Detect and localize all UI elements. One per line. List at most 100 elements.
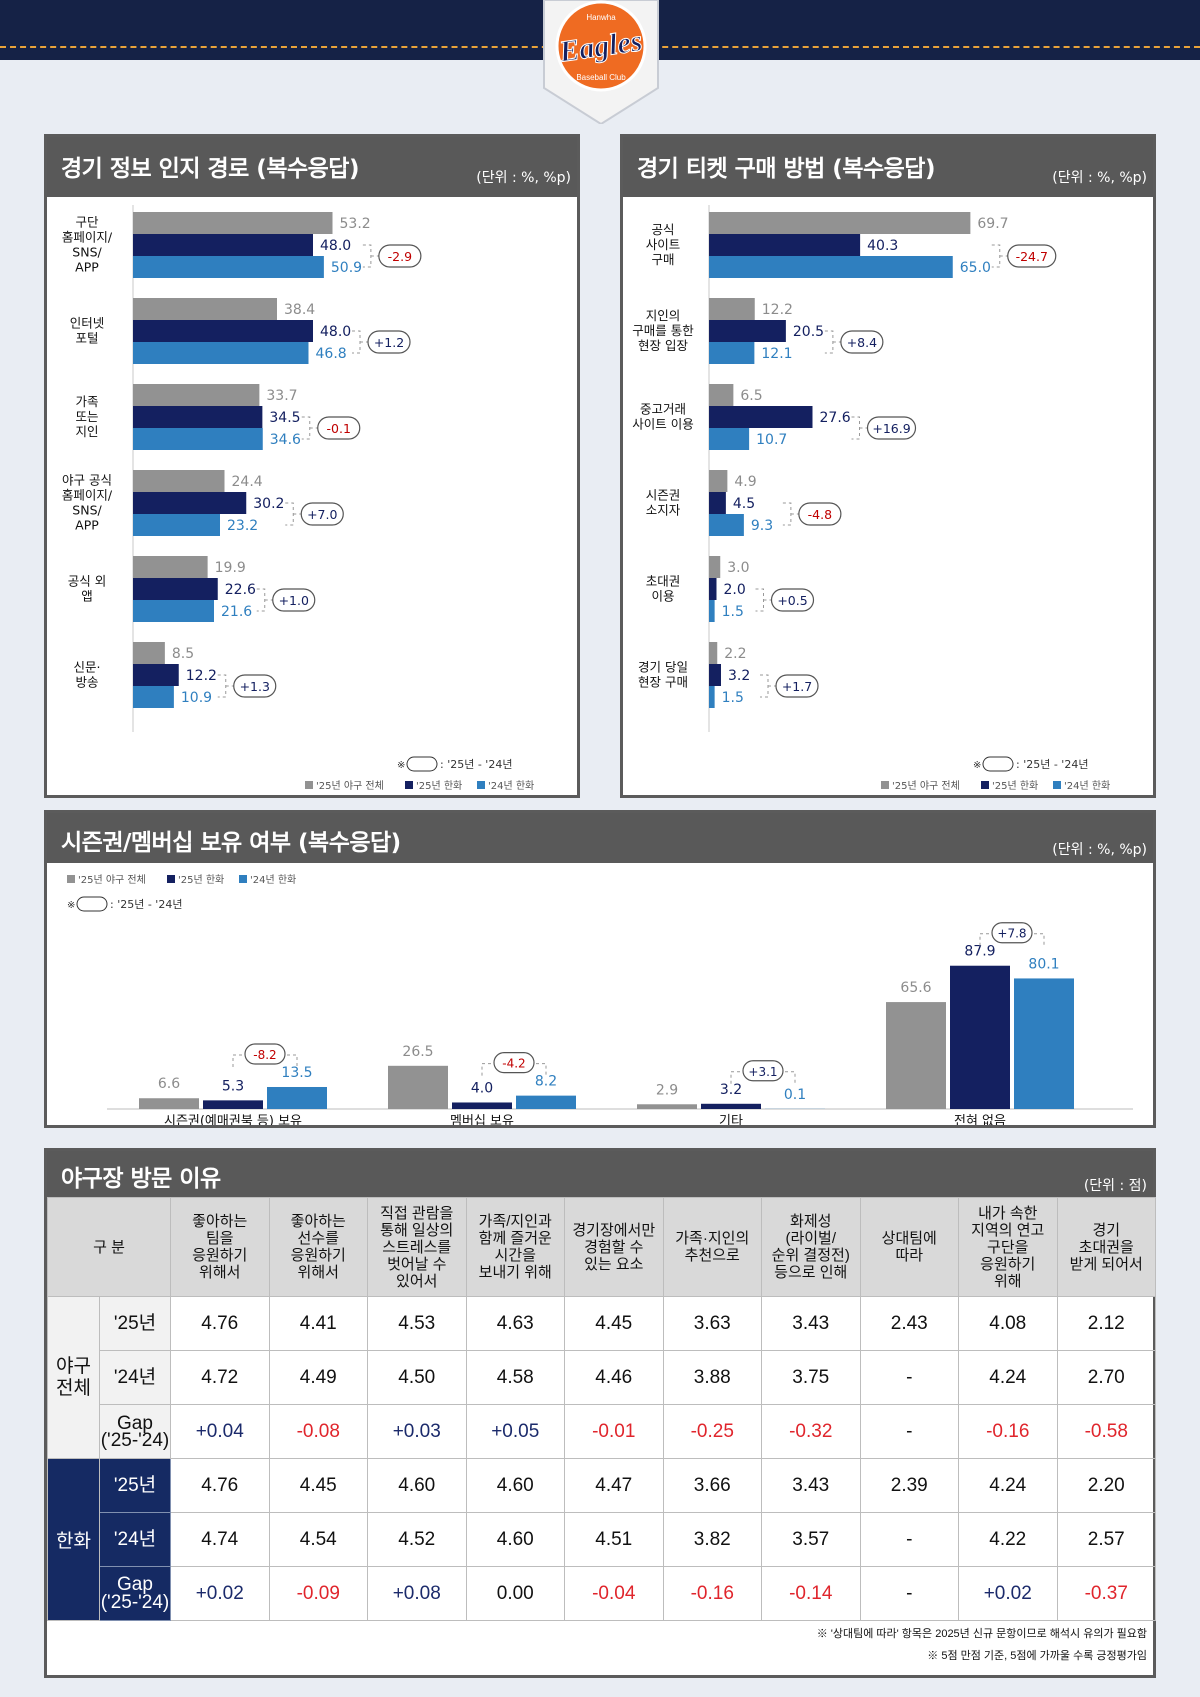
row-label: Gap ('25-'24) <box>99 1404 171 1459</box>
table-cell: -0.01 <box>564 1404 664 1459</box>
row-label: '24년 <box>99 1512 171 1567</box>
column-header: 좋아하는 선수를 응원하기 위해서 <box>268 1197 368 1297</box>
table-cell: -0.14 <box>761 1566 861 1621</box>
legend-label: '25년 야구 전체 <box>78 874 146 886</box>
gap-pill <box>233 674 277 698</box>
legend-swatch <box>167 875 175 883</box>
legend-label: '25년 야구 전체 <box>892 780 960 792</box>
gap-bracket <box>301 416 311 440</box>
ticket-method-title: 경기 티켓 구매 방법 (복수응답) <box>637 156 935 182</box>
table-cell: 4.60 <box>465 1512 565 1567</box>
table-cell: +0.08 <box>367 1566 467 1621</box>
gap-note-text: : '25년 - '24년 <box>1016 758 1088 771</box>
table-cell: -0.25 <box>662 1404 762 1459</box>
bar <box>133 342 309 364</box>
column-header: 화제성 (라이벌/순위 결정전) 등으로 인해 <box>761 1197 861 1297</box>
table-cell: 4.49 <box>268 1350 368 1405</box>
bar <box>709 600 715 622</box>
gap-value: +3.1 <box>748 1065 777 1079</box>
gap-value: -4.2 <box>502 1057 525 1071</box>
visit-reason-unit: (단위 : 점) <box>1083 1178 1147 1194</box>
table-cell: 4.54 <box>268 1512 368 1567</box>
table-cell: 3.75 <box>761 1350 861 1405</box>
table-cell: -0.04 <box>564 1566 664 1621</box>
category-label: 멤버십 보유 <box>450 1114 514 1125</box>
table-cell: 4.08 <box>958 1296 1058 1351</box>
gap-bracket <box>760 674 769 698</box>
bar <box>133 234 313 256</box>
gap-pill <box>866 416 917 440</box>
bar <box>886 1002 946 1109</box>
category-label: 방송 <box>75 675 98 690</box>
table-cell: - <box>859 1566 959 1621</box>
bar <box>516 1095 576 1109</box>
bar <box>133 600 214 622</box>
bar-value-label: 4.5 <box>733 496 755 512</box>
table-cell: 2.20 <box>1056 1458 1156 1513</box>
bar <box>709 578 717 600</box>
table-cell: 4.63 <box>465 1296 565 1351</box>
gap-note-mark: ※ <box>973 760 981 771</box>
category-label: SNS/ <box>72 503 102 518</box>
bar-value-label: 48.0 <box>320 238 351 254</box>
table-cell: 4.24 <box>958 1458 1058 1513</box>
table-cell: 4.46 <box>564 1350 664 1405</box>
category-label: 사이트 이용 <box>632 417 693 432</box>
gap-value: +1.0 <box>279 593 309 608</box>
gap-note-text: : '25년 - '24년 <box>110 898 182 911</box>
ticket-method-panel: 경기 티켓 구매 방법 (복수응답) (단위 : %, %p) 공식 사이트 구매 6… <box>620 134 1156 798</box>
table-cell: +0.02 <box>170 1566 270 1621</box>
table-cell: 2.70 <box>1056 1350 1156 1405</box>
legend-swatch <box>477 781 485 789</box>
gap-pill <box>991 922 1033 944</box>
category-label: 홈페이지/ <box>62 230 113 245</box>
bar <box>133 298 277 320</box>
bar <box>133 470 225 492</box>
gap-value: +8.4 <box>847 335 877 350</box>
bar <box>133 406 263 428</box>
row-label: Gap ('25-'24) <box>99 1566 171 1621</box>
bar-value-label: 10.7 <box>756 432 787 448</box>
bar <box>709 556 721 578</box>
column-header: 상대팀에 따라 <box>859 1197 959 1297</box>
category-label: SNS/ <box>72 245 102 260</box>
table-cell: -0.09 <box>268 1566 368 1621</box>
table-cell: 4.52 <box>367 1512 467 1567</box>
bar-value-label: 40.3 <box>867 238 898 254</box>
category-label: 현장 입장 <box>638 338 688 353</box>
category-label: 중고거래 <box>640 402 686 417</box>
footnote-1: ※ '상대팀에 따라' 항목은 2025년 신규 문항이므로 해석시 유의가 필… <box>816 1628 1147 1640</box>
bar-value-label: 1.5 <box>722 690 744 706</box>
gap-pill <box>300 502 344 526</box>
bar <box>133 556 208 578</box>
bar-value-label: 38.4 <box>284 302 315 318</box>
info-channel-title: 경기 정보 인지 경로 (복수응답) <box>61 156 359 182</box>
table-cell: 4.41 <box>268 1296 368 1351</box>
bar-value-label: 2.9 <box>656 1082 678 1098</box>
gap-bracket <box>824 330 834 354</box>
bar <box>133 664 179 686</box>
gap-value: -4.8 <box>808 507 832 522</box>
row-label: '25년 <box>99 1296 171 1351</box>
category-label: 인터넷 <box>70 316 105 331</box>
table-cell: -0.58 <box>1056 1404 1156 1459</box>
category-label: 소지자 <box>646 503 681 518</box>
gap-bracket <box>352 330 361 354</box>
bar-value-label: 27.6 <box>820 410 851 426</box>
bar <box>709 492 726 514</box>
footnote-2: ※ 5점 만점 기준, 5점에 가까울 수록 긍정평가임 <box>927 1650 1147 1662</box>
gap-pill <box>775 674 819 698</box>
table-cell: +0.02 <box>958 1566 1058 1621</box>
table-cell: 4.45 <box>564 1296 664 1351</box>
visit-reason-panel: 야구장 방문 이유 (단위 : 점) 구 분 좋아하는 팀을 응원하기 위해서 좋아하는 선… <box>44 1148 1156 1678</box>
gap-value: -2.9 <box>388 249 412 264</box>
bar <box>709 514 744 536</box>
category-label: 지인 <box>75 424 98 439</box>
bar-value-label: 12.2 <box>762 302 793 318</box>
category-label: 가족 <box>75 394 98 409</box>
bar-value-label: 22.6 <box>225 582 256 598</box>
bar <box>709 428 750 450</box>
category-label: 시즌권 <box>646 488 681 503</box>
category-label: 홈페이지/ <box>62 488 113 503</box>
legend-swatch <box>981 781 989 789</box>
